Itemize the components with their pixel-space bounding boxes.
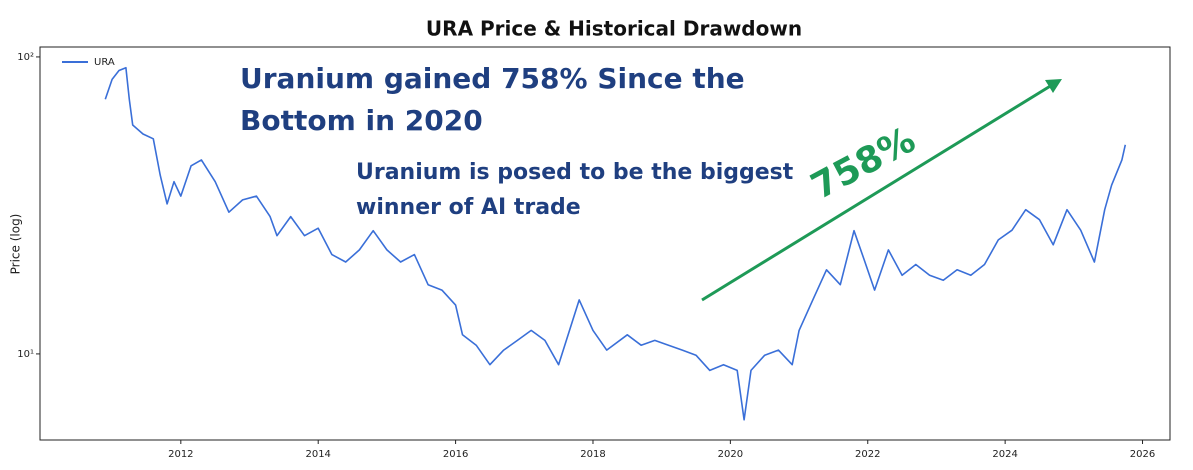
x-tick-label: 2022 xyxy=(855,449,880,460)
x-tick-label: 2020 xyxy=(718,449,743,460)
y-tick-label: 10¹ xyxy=(17,349,34,360)
x-tick-label: 2012 xyxy=(168,449,193,460)
annotation: Bottom in 2020 xyxy=(240,104,483,137)
annotation: 758% xyxy=(805,119,922,207)
x-tick-label: 2024 xyxy=(992,449,1017,460)
annotation: winner of AI trade xyxy=(356,195,581,220)
y-tick-label: 10² xyxy=(17,52,34,63)
x-tick-label: 2016 xyxy=(443,449,468,460)
x-tick-label: 2014 xyxy=(305,449,330,460)
x-tick-label: 2026 xyxy=(1130,449,1155,460)
annotation: Uranium gained 758% Since the xyxy=(240,62,745,95)
arrow-head xyxy=(1045,79,1062,93)
plot-frame xyxy=(39,46,1171,441)
y-axis-label: Price (log) xyxy=(9,214,23,275)
legend-label: URA xyxy=(94,57,115,68)
chart-title: URA Price & Historical Drawdown xyxy=(426,17,802,41)
annotation: Uranium is posed to be the biggest xyxy=(356,160,794,185)
arrow xyxy=(701,83,1053,302)
legend: URA xyxy=(62,57,115,68)
price-line xyxy=(104,66,1127,421)
x-tick-label: 2018 xyxy=(580,449,605,460)
